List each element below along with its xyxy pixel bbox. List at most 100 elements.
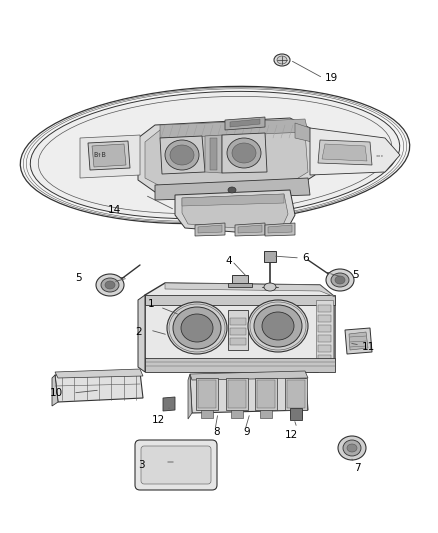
Polygon shape	[165, 283, 335, 297]
FancyBboxPatch shape	[135, 440, 217, 490]
Polygon shape	[230, 338, 246, 345]
Text: 14: 14	[108, 205, 121, 215]
Ellipse shape	[181, 314, 213, 342]
Polygon shape	[349, 332, 368, 350]
Polygon shape	[295, 123, 312, 142]
Polygon shape	[318, 305, 331, 312]
Ellipse shape	[228, 187, 236, 193]
Polygon shape	[188, 374, 192, 419]
Polygon shape	[145, 295, 335, 305]
Polygon shape	[160, 119, 308, 138]
Text: 19: 19	[325, 73, 338, 83]
FancyBboxPatch shape	[141, 446, 211, 484]
Polygon shape	[290, 410, 302, 418]
Polygon shape	[20, 86, 410, 224]
Polygon shape	[322, 144, 367, 161]
Polygon shape	[92, 144, 126, 167]
Polygon shape	[52, 375, 58, 406]
Text: 5: 5	[75, 273, 81, 283]
Ellipse shape	[338, 436, 366, 460]
Text: 3: 3	[138, 460, 145, 470]
Ellipse shape	[335, 276, 345, 284]
Polygon shape	[318, 355, 331, 362]
Polygon shape	[232, 275, 248, 283]
Polygon shape	[318, 335, 331, 342]
Polygon shape	[228, 380, 246, 408]
Polygon shape	[226, 378, 247, 410]
Polygon shape	[230, 318, 246, 325]
Polygon shape	[318, 140, 372, 165]
Text: 4: 4	[225, 256, 232, 266]
Ellipse shape	[170, 145, 194, 165]
Ellipse shape	[274, 54, 290, 66]
Polygon shape	[318, 345, 331, 352]
Polygon shape	[30, 91, 400, 219]
Text: 10: 10	[50, 388, 63, 398]
Polygon shape	[345, 328, 372, 354]
Text: 8: 8	[213, 427, 219, 437]
Polygon shape	[238, 225, 262, 233]
Ellipse shape	[232, 143, 256, 163]
Polygon shape	[145, 283, 335, 372]
Text: 1: 1	[148, 299, 155, 309]
Ellipse shape	[105, 281, 115, 289]
Polygon shape	[310, 128, 400, 175]
Ellipse shape	[248, 300, 308, 352]
Polygon shape	[231, 410, 243, 418]
Polygon shape	[260, 410, 272, 418]
Text: 5: 5	[352, 270, 359, 280]
Ellipse shape	[277, 56, 287, 64]
Ellipse shape	[331, 273, 349, 287]
Polygon shape	[318, 315, 331, 322]
Polygon shape	[198, 380, 216, 408]
Text: B↑B: B↑B	[94, 152, 106, 158]
Polygon shape	[230, 328, 246, 335]
Ellipse shape	[96, 274, 124, 296]
Polygon shape	[182, 194, 284, 206]
Ellipse shape	[101, 278, 119, 292]
Polygon shape	[138, 295, 145, 372]
Polygon shape	[265, 223, 295, 236]
Polygon shape	[267, 316, 289, 336]
Polygon shape	[55, 372, 143, 402]
Text: 11: 11	[362, 342, 375, 352]
Polygon shape	[163, 397, 175, 411]
Text: 6: 6	[302, 253, 309, 263]
Text: 12: 12	[152, 415, 165, 425]
Polygon shape	[195, 223, 225, 236]
Ellipse shape	[227, 138, 261, 168]
Ellipse shape	[264, 283, 276, 291]
Polygon shape	[318, 325, 331, 332]
Ellipse shape	[165, 140, 199, 170]
Polygon shape	[285, 378, 307, 410]
Ellipse shape	[326, 269, 354, 291]
Polygon shape	[205, 135, 222, 173]
Polygon shape	[264, 251, 276, 262]
Polygon shape	[196, 378, 218, 410]
Polygon shape	[145, 358, 335, 372]
Polygon shape	[80, 135, 140, 178]
Polygon shape	[155, 178, 310, 200]
Polygon shape	[235, 223, 265, 236]
Polygon shape	[210, 138, 217, 170]
Polygon shape	[255, 378, 277, 410]
Text: 7: 7	[354, 463, 360, 473]
Polygon shape	[222, 133, 267, 173]
Ellipse shape	[347, 444, 357, 452]
Polygon shape	[230, 119, 260, 127]
Polygon shape	[201, 410, 213, 418]
Text: °°°: °°°	[376, 156, 384, 160]
Polygon shape	[225, 117, 265, 130]
Text: 2: 2	[135, 327, 141, 337]
Ellipse shape	[173, 307, 221, 349]
Text: 9: 9	[243, 427, 250, 437]
Polygon shape	[268, 225, 292, 233]
Ellipse shape	[262, 312, 294, 340]
Polygon shape	[138, 118, 315, 192]
Polygon shape	[198, 225, 222, 233]
Polygon shape	[290, 408, 302, 420]
Polygon shape	[55, 369, 143, 378]
Polygon shape	[145, 124, 308, 186]
Polygon shape	[228, 283, 252, 287]
Polygon shape	[190, 374, 308, 413]
